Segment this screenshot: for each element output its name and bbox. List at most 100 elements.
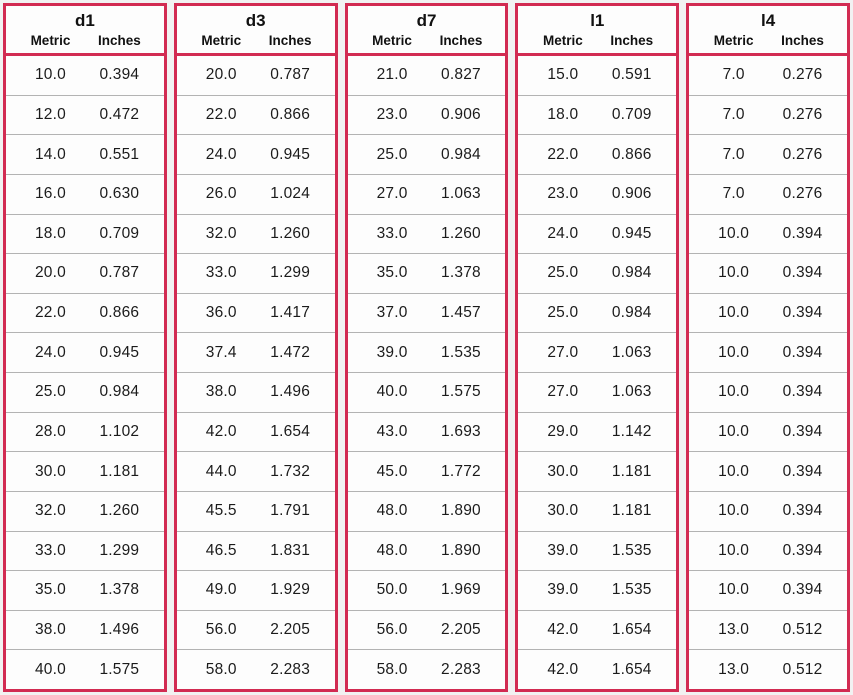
- table-row: 37.0 1.457: [347, 292, 506, 333]
- metric-value: 50.0: [376, 581, 408, 599]
- inches-value: 0.394: [782, 541, 823, 559]
- table-row: 40.0 1.575: [6, 649, 164, 689]
- table-row: 14.0 0.551: [6, 134, 164, 174]
- metric-value: 10.0: [718, 422, 750, 440]
- metric-value: 45.0: [376, 462, 408, 480]
- table-row: 15.0 0.591: [518, 56, 676, 95]
- metric-value: 36.0: [205, 304, 237, 322]
- metric-value: 48.0: [376, 541, 408, 559]
- metric-value: 10.0: [718, 224, 750, 242]
- table-row: 33.0 1.299: [6, 530, 164, 571]
- metric-value: 33.0: [376, 224, 408, 242]
- inches-value: 1.654: [611, 621, 652, 639]
- table-row: 7.0 0.276: [689, 173, 847, 214]
- table-row: 30.0 1.181: [518, 490, 677, 531]
- group-title: d1: [74, 11, 95, 30]
- table-row: 10.0 0.394: [689, 411, 847, 452]
- inches-value: 0.276: [782, 105, 823, 123]
- metric-value: 7.0: [722, 145, 745, 163]
- inches-value: 1.732: [270, 462, 311, 480]
- inches-value: 0.512: [782, 621, 823, 639]
- inches-value: 1.535: [441, 343, 481, 361]
- inches-value: 0.394: [782, 581, 823, 599]
- metric-value: 23.0: [376, 105, 408, 123]
- inches-value: 2.205: [441, 621, 481, 639]
- inches-value: 1.693: [441, 422, 481, 440]
- table-row: 56.0 2.205: [347, 609, 506, 650]
- metric-value: 35.0: [34, 581, 66, 599]
- table-row: 45.0 1.772: [347, 451, 506, 491]
- metric-value: 13.0: [718, 621, 750, 639]
- metric-value: 26.0: [205, 185, 237, 203]
- inches-value: 0.906: [441, 105, 481, 123]
- table-row: 25.0 0.984: [518, 253, 677, 293]
- metric-column-header: Metric: [201, 33, 242, 48]
- table-row: 27.0 1.063: [518, 372, 677, 412]
- table-row: 37.4 1.472: [176, 332, 335, 372]
- inches-value: 1.575: [99, 660, 140, 678]
- table-row: 20.0 0.787: [6, 253, 164, 293]
- metric-value: 49.0: [205, 581, 237, 599]
- dimension-group: d7 Metric Inches 21.0 0.827 23.0 0.906 25.0 0…: [344, 3, 509, 692]
- table-row: 10.0 0.394: [689, 451, 847, 491]
- metric-value: 32.0: [205, 224, 237, 242]
- metric-value: 38.0: [34, 621, 66, 639]
- table-row: 10.0 0.394: [689, 213, 847, 254]
- metric-value: 42.0: [205, 422, 237, 440]
- table-row: 29.0 1.142: [518, 411, 677, 452]
- inches-value: 1.063: [611, 343, 652, 361]
- table-row: 24.0 0.945: [6, 332, 164, 372]
- group-title: d7: [416, 11, 437, 30]
- inches-value: 1.496: [270, 383, 311, 401]
- metric-value: 58.0: [205, 660, 237, 678]
- table-row: 20.0 0.787: [177, 56, 335, 95]
- group-title: d3: [245, 11, 266, 30]
- metric-value: 38.0: [205, 383, 237, 401]
- table-row: 7.0 0.276: [689, 94, 847, 135]
- table-row: 46.5 1.831: [176, 530, 335, 571]
- table-row: 10.0 0.394: [6, 56, 164, 95]
- metric-value: 10.0: [718, 383, 750, 401]
- table-row: 42.0 1.654: [176, 411, 335, 452]
- inches-value: 0.984: [99, 383, 140, 401]
- inches-value: 1.260: [270, 224, 311, 242]
- metric-value: 7.0: [722, 66, 745, 84]
- inches-value: 1.378: [99, 581, 140, 599]
- inches-value: 2.283: [270, 660, 311, 678]
- inches-value: 0.984: [611, 304, 652, 322]
- inches-value: 0.945: [611, 224, 652, 242]
- inches-value: 1.496: [99, 621, 140, 639]
- metric-value: 33.0: [205, 264, 237, 282]
- inches-value: 1.063: [611, 383, 652, 401]
- inches-value: 0.512: [782, 660, 823, 678]
- inches-value: 1.417: [270, 304, 311, 322]
- metric-value: 46.5: [205, 541, 237, 559]
- metric-value: 10.0: [718, 343, 750, 361]
- metric-value: 20.0: [205, 66, 237, 84]
- metric-value: 10.0: [34, 66, 66, 84]
- metric-value: 45.5: [205, 502, 237, 520]
- table-row: 48.0 1.890: [347, 530, 506, 571]
- dimension-group: l1 Metric Inches 15.0 0.591 18.0 0.709 22.0 0…: [515, 3, 680, 692]
- table-row: 22.0 0.866: [6, 292, 164, 333]
- group-body: 15.0 0.591 18.0 0.709 22.0 0.866 23.0 0.906 24.0…: [518, 56, 677, 689]
- metric-value: 21.0: [376, 66, 408, 84]
- inches-value: 0.827: [441, 66, 481, 84]
- group-title: l1: [590, 11, 605, 30]
- inches-value: 1.457: [441, 304, 481, 322]
- metric-value: 27.0: [547, 343, 579, 361]
- metric-value: 48.0: [376, 502, 408, 520]
- table-row: 10.0 0.394: [689, 253, 847, 293]
- table-row: 30.0 1.181: [518, 451, 677, 491]
- metric-value: 30.0: [547, 462, 579, 480]
- table-row: 48.0 1.890: [347, 490, 506, 531]
- table-row: 10.0 0.394: [689, 292, 847, 333]
- table-row: 25.0 0.984: [518, 292, 677, 333]
- inches-value: 0.866: [99, 304, 140, 322]
- metric-value: 25.0: [547, 264, 579, 282]
- table-row: 42.0 1.654: [518, 649, 677, 689]
- inches-value: 1.299: [270, 264, 311, 282]
- table-row: 10.0 0.394: [689, 372, 847, 412]
- table-row: 49.0 1.929: [176, 570, 335, 610]
- inches-value: 1.063: [441, 185, 481, 203]
